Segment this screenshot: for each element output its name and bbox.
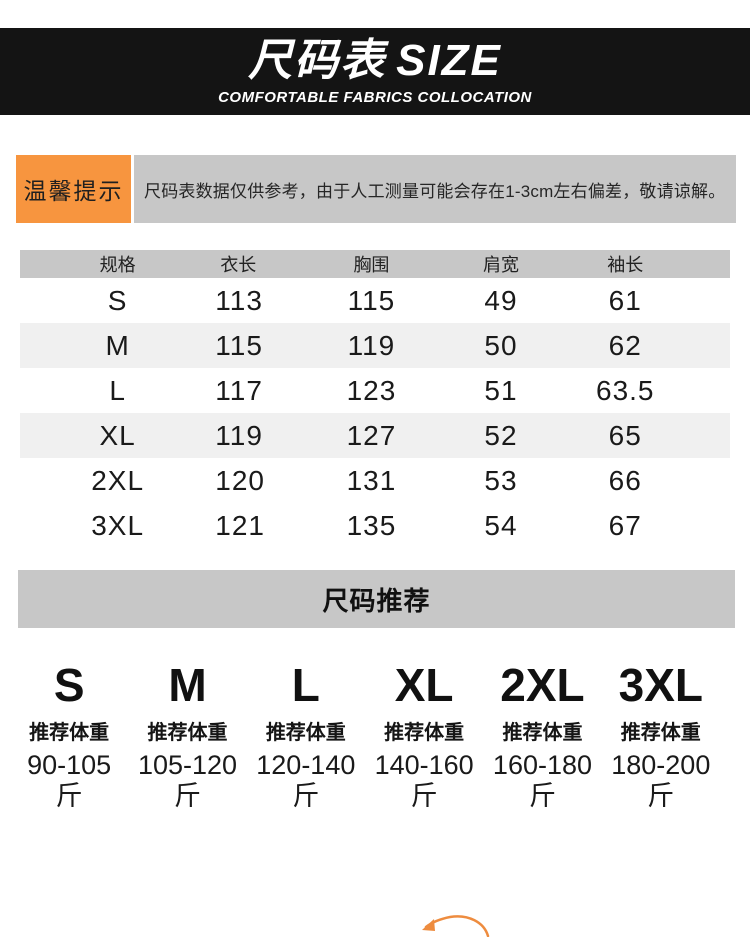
column-header-bust: 胸围 xyxy=(353,255,390,275)
size-table: 规格 衣长 胸围 肩宽 袖长 S 113 115 49 61 M 115 119… xyxy=(20,250,730,548)
table-row-3xl: 3XL 121 135 54 67 xyxy=(20,503,730,548)
recommend-size: S xyxy=(53,659,85,711)
cell-shoulder: 51 xyxy=(484,374,518,406)
cell-shoulder: 53 xyxy=(484,464,518,496)
recommend-weight-range: 140-160 xyxy=(374,750,474,780)
recommend-weight-range: 105-120 xyxy=(137,750,238,780)
cell-size: 3XL xyxy=(91,509,145,541)
recommend-weight-label: 推荐体重 xyxy=(384,722,465,744)
recommend-weight-range: 120-140 xyxy=(256,750,356,780)
recommend-weight-label: 推荐体重 xyxy=(265,722,346,744)
page-title-cn: 尺码表 xyxy=(248,35,387,85)
cell-sleeve: 62 xyxy=(608,329,642,361)
column-header-spec: 规格 xyxy=(99,255,136,275)
cell-bust: 127 xyxy=(346,419,397,451)
recommend-title: 尺码推荐 xyxy=(322,585,431,616)
recommend-size: 2XL xyxy=(500,659,585,711)
recommend-size: M xyxy=(168,659,207,711)
cell-length: 119 xyxy=(215,419,263,451)
cell-size: XL xyxy=(99,419,136,451)
table-row-s: S 113 115 49 61 xyxy=(20,278,730,323)
cell-size: L xyxy=(109,374,126,406)
recommend-weight-unit: 斤 xyxy=(647,781,675,812)
notice-text: 尺码表数据仅供参考，由于人工测量可能会存在1-3cm左右偏差，敬请谅解。 xyxy=(134,155,736,223)
recommend-size: 3XL xyxy=(618,659,703,711)
cell-bust: 119 xyxy=(347,329,396,361)
cell-shoulder: 49 xyxy=(484,284,518,316)
cell-sleeve: 63.5 xyxy=(596,374,655,406)
size-table-header: 规格 衣长 胸围 肩宽 袖长 xyxy=(20,250,730,278)
recommend-item-3xl: 3XL 推荐体重 180-200 斤 xyxy=(602,662,720,811)
cell-bust: 115 xyxy=(347,284,396,316)
column-header-length: 衣长 xyxy=(220,255,257,275)
recommend-row: S 推荐体重 90-105 斤 M 推荐体重 105-120 斤 L 推荐体重 … xyxy=(10,662,720,811)
cell-sleeve: 61 xyxy=(608,284,642,316)
recommend-weight-label: 推荐体重 xyxy=(620,722,701,744)
header-banner: 尺码表 SIZE COMFORTABLE FABRICS COLLOCATION xyxy=(0,28,750,115)
cell-length: 115 xyxy=(215,329,263,361)
recommend-weight-label: 推荐体重 xyxy=(29,722,110,744)
cell-sleeve: 65 xyxy=(608,419,642,451)
recommend-weight-unit: 斤 xyxy=(410,781,438,812)
recommend-item-m: M 推荐体重 105-120 斤 xyxy=(128,662,246,811)
cell-sleeve: 67 xyxy=(608,509,642,541)
cell-size: M xyxy=(105,329,130,361)
recommend-item-l: L 推荐体重 120-140 斤 xyxy=(247,662,365,811)
recommend-item-2xl: 2XL 推荐体重 160-180 斤 xyxy=(483,662,601,811)
recommend-size: L xyxy=(291,659,320,711)
cell-size: 2XL xyxy=(91,464,145,496)
notice-bar: 温馨提示 尺码表数据仅供参考，由于人工测量可能会存在1-3cm左右偏差，敬请谅解… xyxy=(16,155,736,223)
cell-shoulder: 52 xyxy=(484,419,518,451)
column-header-shoulder: 肩宽 xyxy=(483,255,519,275)
recommend-title-banner: 尺码推荐 xyxy=(18,570,735,628)
header-subtitle: COMFORTABLE FABRICS COLLOCATION xyxy=(218,88,532,106)
recommend-weight-range: 90-105 xyxy=(27,750,112,780)
column-header-sleeve: 袖长 xyxy=(607,255,644,275)
size-table-body: S 113 115 49 61 M 115 119 50 62 L 117 12… xyxy=(20,278,730,548)
table-row-2xl: 2XL 120 131 53 66 xyxy=(20,458,730,503)
page-title: 尺码表 SIZE xyxy=(248,35,502,85)
cell-length: 117 xyxy=(215,374,263,406)
notice-label: 温馨提示 xyxy=(16,155,131,223)
table-row-xl: XL 119 127 52 65 xyxy=(20,413,730,458)
cell-length: 113 xyxy=(215,284,263,316)
arrow-doodle-icon xyxy=(422,915,490,937)
recommend-weight-label: 推荐体重 xyxy=(502,722,583,744)
recommend-weight-unit: 斤 xyxy=(173,781,201,812)
cell-shoulder: 50 xyxy=(484,329,518,361)
cell-length: 120 xyxy=(215,464,265,496)
table-row-m: M 115 119 50 62 xyxy=(20,323,730,368)
recommend-weight-unit: 斤 xyxy=(292,781,320,812)
table-row-l: L 117 123 51 63.5 xyxy=(20,368,730,413)
cell-sleeve: 66 xyxy=(608,464,642,496)
recommend-weight-range: 160-180 xyxy=(492,750,593,780)
recommend-size: XL xyxy=(394,659,454,711)
cell-bust: 135 xyxy=(346,509,397,541)
recommend-weight-unit: 斤 xyxy=(55,781,83,812)
cell-shoulder: 54 xyxy=(484,509,518,541)
page-title-en: SIZE xyxy=(396,35,502,85)
recommend-item-s: S 推荐体重 90-105 斤 xyxy=(10,662,128,811)
cell-length: 121 xyxy=(215,509,265,541)
recommend-weight-range: 180-200 xyxy=(611,750,711,780)
recommend-weight-unit: 斤 xyxy=(528,781,556,812)
cell-size: S xyxy=(107,284,128,316)
cell-bust: 131 xyxy=(346,464,397,496)
recommend-item-xl: XL 推荐体重 140-160 斤 xyxy=(365,662,483,811)
recommend-weight-label: 推荐体重 xyxy=(147,722,228,744)
cell-bust: 123 xyxy=(346,374,397,406)
